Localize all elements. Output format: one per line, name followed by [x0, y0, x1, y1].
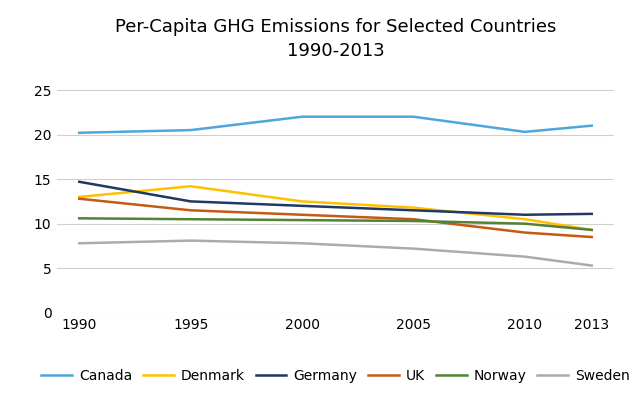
Denmark [521, 217, 529, 222]
Title: Per-Capita GHG Emissions for Selected Countries
1990-2013: Per-Capita GHG Emissions for Selected Co… [115, 18, 556, 59]
Sweden [75, 241, 83, 246]
Norway [75, 216, 83, 221]
Canada [588, 123, 596, 128]
Line: Canada: Canada [79, 117, 592, 133]
Germany [298, 203, 306, 208]
UK [298, 213, 306, 217]
Sweden [521, 254, 529, 259]
UK [75, 196, 83, 201]
Norway [298, 218, 306, 223]
Germany [75, 179, 83, 184]
Germany [521, 213, 529, 217]
Germany [588, 211, 596, 216]
Norway [588, 227, 596, 232]
Denmark [588, 227, 596, 232]
Germany [187, 199, 194, 204]
Canada [298, 114, 306, 119]
Canada [75, 130, 83, 135]
Canada [521, 130, 529, 134]
UK [187, 208, 194, 213]
Denmark [410, 205, 417, 210]
Denmark [187, 184, 194, 188]
Line: Denmark: Denmark [79, 186, 592, 230]
Canada [410, 114, 417, 119]
Sweden [298, 241, 306, 246]
Denmark [298, 199, 306, 204]
Line: Germany: Germany [79, 182, 592, 215]
UK [410, 217, 417, 222]
UK [588, 235, 596, 239]
Germany [410, 208, 417, 213]
UK [521, 230, 529, 235]
Line: Sweden: Sweden [79, 241, 592, 265]
Sweden [187, 238, 194, 243]
Sweden [410, 246, 417, 251]
Norway [187, 217, 194, 222]
Norway [521, 221, 529, 226]
Legend: Canada, Denmark, Germany, UK, Norway, Sweden: Canada, Denmark, Germany, UK, Norway, Sw… [35, 363, 633, 388]
Line: Norway: Norway [79, 218, 592, 230]
Denmark [75, 194, 83, 199]
Line: UK: UK [79, 199, 592, 237]
Sweden [588, 263, 596, 268]
Canada [187, 128, 194, 132]
Norway [410, 219, 417, 223]
